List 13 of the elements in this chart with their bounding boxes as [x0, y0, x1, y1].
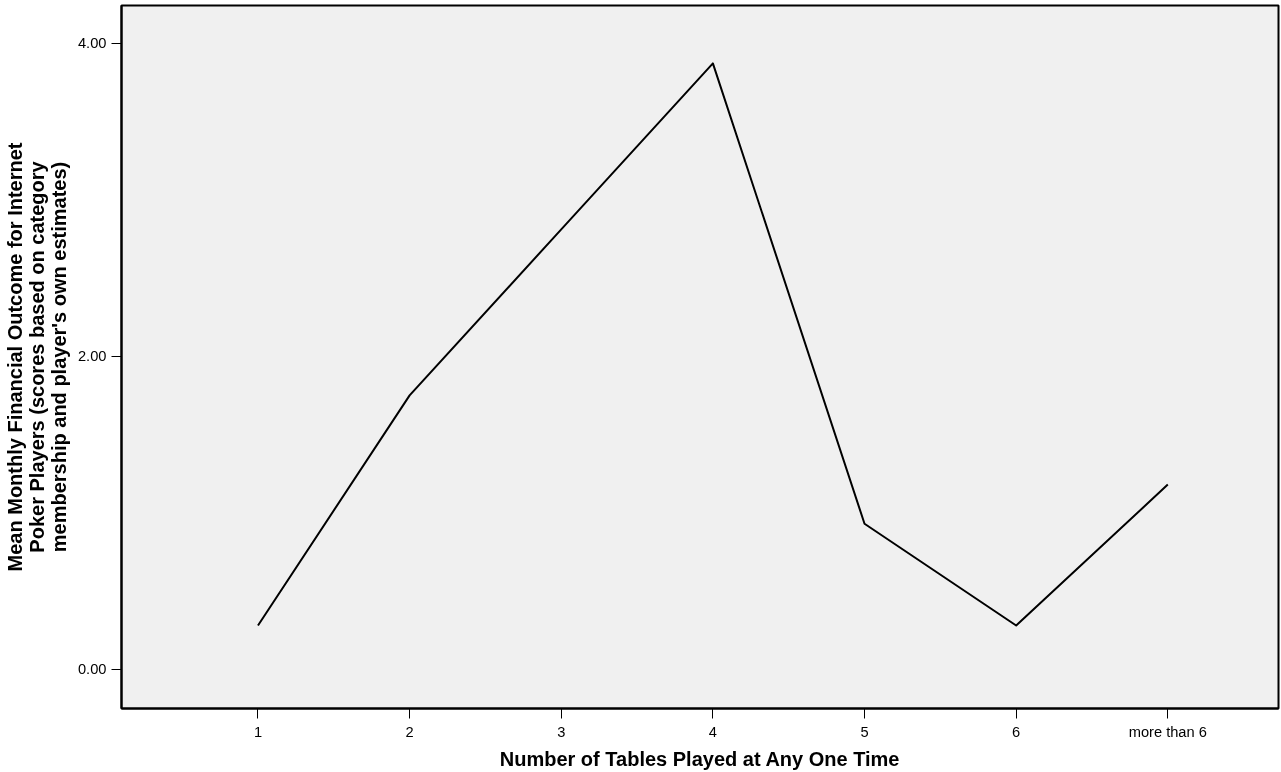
y-tick-label: 0.00: [77, 661, 107, 678]
y-axis-title: Mean Monthly Financial Outcome for Internet Poker Players (scores based on category membership and player's own estimates): [3, 142, 70, 572]
x-tick-label: 5: [860, 723, 869, 740]
x-tick-label: 3: [557, 723, 566, 740]
x-tick-label: 4: [708, 723, 717, 740]
x-tick-label: 2: [405, 723, 414, 740]
x-tick-label: 1: [253, 723, 263, 740]
x-axis-title: Number of Tables Played at Any One Time: [499, 747, 900, 770]
y-tick-label: 2.00: [77, 348, 107, 365]
x-tick-label: 6: [1012, 723, 1021, 740]
line-series: [256, 62, 1169, 627]
x-tick-label: more than 6: [1128, 723, 1207, 740]
y-tick-label: 4.00: [77, 35, 107, 52]
